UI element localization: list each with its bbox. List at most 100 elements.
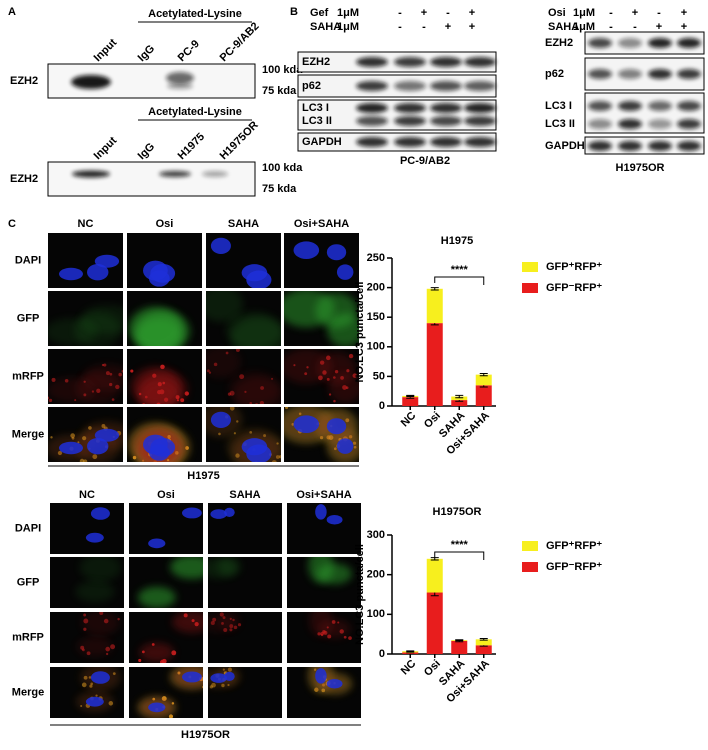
significance-bracket — [434, 276, 485, 285]
micrograph — [208, 612, 282, 663]
cytoplasm-signal — [75, 580, 115, 603]
treatment-sign: + — [681, 7, 687, 19]
treatment-name: SAHA — [548, 21, 579, 33]
error-bar — [455, 394, 464, 399]
nucleus — [293, 415, 320, 433]
row-label: LC3 II — [545, 118, 575, 130]
blot-band — [464, 81, 496, 91]
blot-band — [72, 170, 110, 178]
nucleus — [326, 679, 343, 689]
cell-line: H1975 — [187, 470, 219, 482]
treatment-sign: - — [398, 21, 402, 33]
row-label: Merge — [12, 686, 44, 698]
nucleus — [246, 444, 272, 462]
micrograph — [129, 557, 203, 608]
blot-header: Acetylated-Lysine — [148, 106, 242, 118]
treatment-dose: 1μM — [573, 21, 595, 33]
cytoplasm-signal — [206, 349, 241, 379]
size-marker: 100 kda — [262, 162, 303, 174]
legend-swatch — [522, 262, 538, 272]
y-axis-label: NO.LC3 puncta/cell — [354, 282, 366, 383]
puncta — [271, 377, 274, 380]
cytoplasm-signal — [208, 613, 236, 633]
nucleus — [293, 241, 320, 259]
cell-line: H1975OR — [181, 729, 230, 741]
treatment-sign: - — [633, 21, 637, 33]
panel-label: C — [8, 218, 16, 230]
blot-band — [648, 69, 672, 79]
treatment-dose: 1μM — [573, 7, 595, 19]
blot-band — [677, 119, 701, 129]
puncta — [48, 398, 53, 403]
y-tick-label: 200 — [367, 282, 385, 294]
column-label: NC — [79, 489, 95, 501]
y-tick-label: 200 — [367, 569, 385, 581]
micrograph — [50, 503, 124, 554]
blot-band — [464, 103, 496, 113]
blot-band — [202, 171, 228, 177]
bar-segment — [451, 396, 468, 401]
cytoplasm-signal — [130, 366, 181, 404]
treatment-sign: - — [609, 7, 613, 19]
cytoplasm-signal — [79, 557, 122, 582]
nucleus — [182, 671, 202, 683]
nucleus — [59, 267, 83, 281]
blot-band — [464, 116, 496, 126]
puncta — [343, 635, 347, 639]
bar-segment — [451, 400, 468, 406]
nucleus — [87, 263, 109, 281]
cell-line: PC-9/AB2 — [400, 155, 450, 167]
cytoplasm-signal — [172, 612, 203, 633]
blot-band — [356, 57, 388, 67]
bar-segment — [475, 374, 492, 386]
bar-segment — [426, 592, 443, 654]
blot-band — [394, 116, 426, 126]
nucleus — [326, 515, 343, 525]
puncta — [48, 396, 50, 400]
row-label: GAPDH — [545, 140, 585, 152]
micrograph — [284, 233, 359, 288]
blot-band — [588, 141, 612, 151]
bar-segment — [475, 645, 492, 654]
bar-segment — [426, 558, 443, 593]
column-label: NC — [78, 218, 94, 230]
nucleus — [148, 702, 166, 713]
micrograph — [287, 612, 361, 663]
size-marker: 100 kda — [262, 64, 303, 76]
cytoplasm-signal — [206, 291, 243, 322]
blot-band — [430, 137, 462, 147]
y-tick-label: 150 — [367, 311, 385, 323]
blot-band — [677, 101, 701, 111]
puncta — [233, 432, 236, 435]
cytoplasm-signal — [284, 291, 335, 328]
micrograph — [206, 233, 281, 288]
blot-band — [430, 103, 462, 113]
blot-band — [588, 119, 612, 129]
blot-band — [648, 101, 672, 111]
column-label: Osi — [157, 489, 175, 501]
puncta — [50, 436, 53, 439]
blot-frame — [584, 31, 705, 55]
row-label: EZH2 — [302, 56, 330, 68]
micrograph — [48, 407, 123, 462]
cytoplasm-signal — [170, 557, 203, 579]
row-label: LC3 II — [302, 115, 332, 127]
cytoplasm-signal — [80, 304, 123, 334]
micrograph — [208, 503, 282, 554]
blot-band — [394, 103, 426, 113]
row-label: GFP — [17, 576, 40, 588]
micrograph — [284, 291, 359, 346]
nucleus — [210, 237, 231, 254]
nucleus — [59, 441, 83, 455]
micrograph — [129, 612, 203, 663]
micrograph — [48, 291, 123, 346]
blot-band — [588, 101, 612, 111]
nucleus — [90, 507, 110, 520]
micrograph — [284, 349, 359, 404]
significance: **** — [451, 539, 469, 551]
blot-band — [618, 141, 642, 151]
blot-band — [159, 171, 191, 177]
panel-label: A — [8, 6, 16, 18]
blot-band — [394, 81, 426, 91]
micrograph — [129, 667, 203, 718]
